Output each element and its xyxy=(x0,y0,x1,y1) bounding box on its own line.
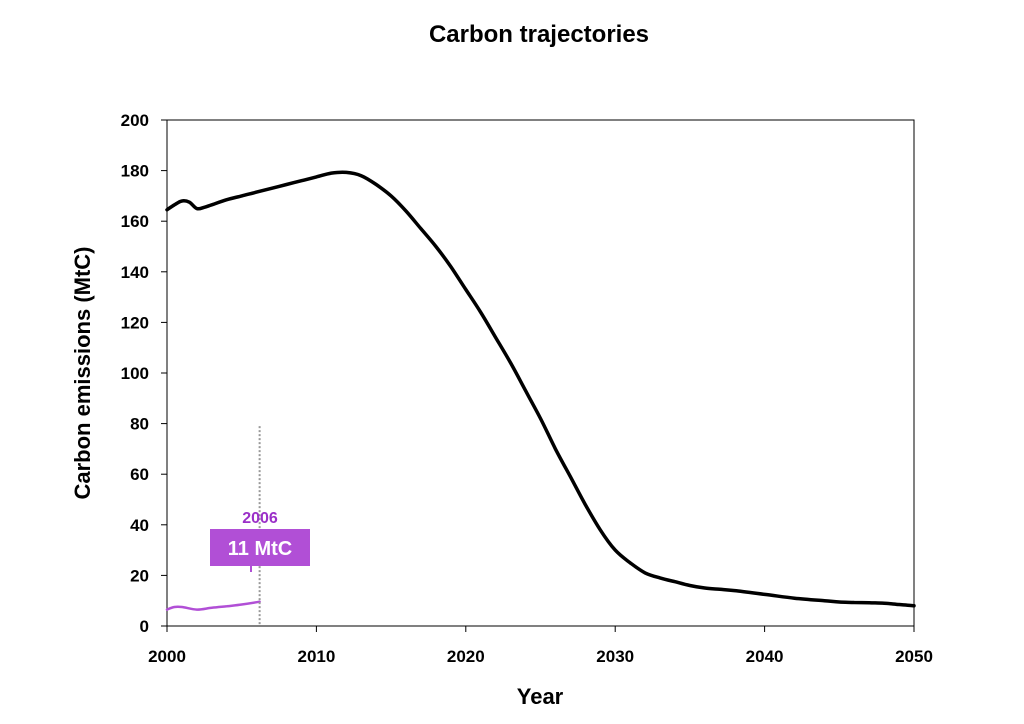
x-tick-label: 2040 xyxy=(746,647,784,666)
y-tick-label: 180 xyxy=(121,162,149,181)
y-tick-label: 80 xyxy=(130,415,149,434)
x-tick-label: 2020 xyxy=(447,647,485,666)
y-tick-label: 140 xyxy=(121,263,149,282)
y-tick-label: 60 xyxy=(130,465,149,484)
y-tick-label: 40 xyxy=(130,516,149,535)
y-axis-label: Carbon emissions (MtC) xyxy=(70,246,95,499)
y-tick-label: 100 xyxy=(121,364,149,383)
x-tick-label: 2050 xyxy=(895,647,933,666)
series-line-2 xyxy=(165,600,261,611)
x-axis-label: Year xyxy=(517,684,564,709)
x-tick-label: 2000 xyxy=(148,647,186,666)
annotation-box xyxy=(210,529,310,566)
y-tick-label: 120 xyxy=(121,313,149,332)
annotation-box-label: 11 MtC xyxy=(228,538,292,560)
series-line-1 xyxy=(165,170,916,608)
chart-title: Carbon trajectories xyxy=(429,21,649,48)
x-tick-label: 2010 xyxy=(297,647,335,666)
y-tick-label: 0 xyxy=(140,617,149,636)
annotation-year-label: 2006 xyxy=(242,510,278,527)
y-axis: 0 20 40 60 80 100 120 140 160 180 200 xyxy=(121,111,167,636)
series-group xyxy=(165,170,916,611)
x-axis: 2000 2010 2020 2030 2040 2050 xyxy=(148,626,933,666)
x-tick-label: 2030 xyxy=(596,647,634,666)
annotations: 2006 11 MtC xyxy=(210,426,310,626)
y-tick-label: 160 xyxy=(121,212,149,231)
y-tick-label: 20 xyxy=(130,566,149,585)
y-tick-label: 200 xyxy=(121,111,149,130)
